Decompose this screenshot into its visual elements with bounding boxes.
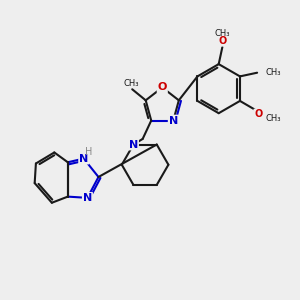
Text: CH₃: CH₃ — [214, 29, 230, 38]
Text: O: O — [158, 82, 167, 92]
Text: O: O — [218, 36, 226, 46]
Text: N: N — [129, 140, 138, 149]
Text: N: N — [169, 116, 178, 126]
Text: CH₃: CH₃ — [266, 114, 281, 123]
Text: N: N — [83, 193, 92, 203]
Text: CH₃: CH₃ — [266, 68, 281, 77]
Text: CH₃: CH₃ — [123, 79, 139, 88]
Text: N: N — [79, 154, 88, 164]
Text: H: H — [85, 148, 93, 158]
Text: O: O — [254, 110, 262, 119]
